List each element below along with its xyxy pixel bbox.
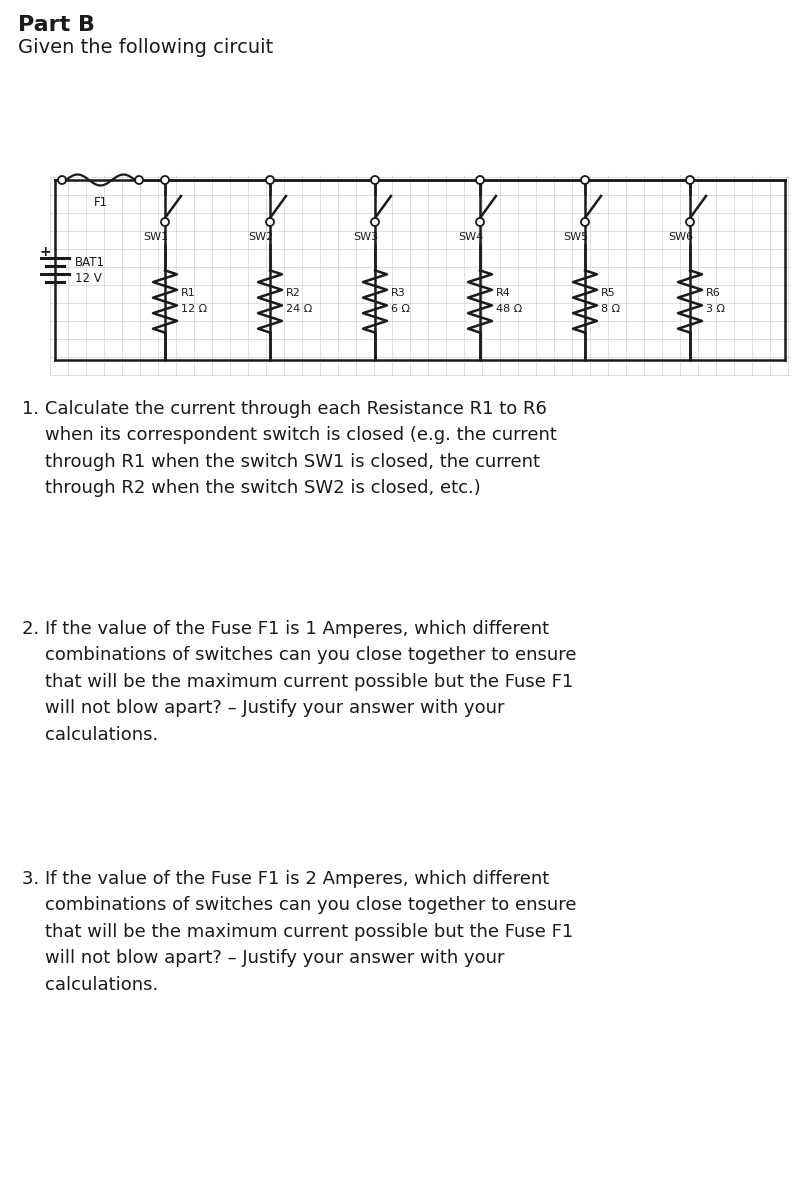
Text: R5: R5 bbox=[601, 288, 616, 299]
Text: 12 Ω: 12 Ω bbox=[181, 305, 207, 314]
Text: 12 V: 12 V bbox=[75, 271, 102, 284]
Text: R6: R6 bbox=[706, 288, 721, 299]
Circle shape bbox=[58, 176, 66, 184]
Circle shape bbox=[686, 218, 694, 226]
Circle shape bbox=[135, 176, 143, 184]
Text: R3: R3 bbox=[391, 288, 406, 299]
Text: F1: F1 bbox=[94, 196, 107, 209]
Text: R2: R2 bbox=[286, 288, 301, 299]
Text: 3 Ω: 3 Ω bbox=[706, 305, 725, 314]
Circle shape bbox=[581, 218, 589, 226]
Text: 1. Calculate the current through each Resistance R1 to R6
    when its correspon: 1. Calculate the current through each Re… bbox=[22, 400, 557, 497]
Text: SW2: SW2 bbox=[248, 232, 274, 242]
Text: +: + bbox=[40, 245, 51, 259]
Circle shape bbox=[266, 176, 274, 184]
Text: 8 Ω: 8 Ω bbox=[601, 305, 620, 314]
Text: Given the following circuit: Given the following circuit bbox=[18, 38, 274, 56]
Circle shape bbox=[371, 176, 379, 184]
Circle shape bbox=[476, 218, 484, 226]
Text: R1: R1 bbox=[181, 288, 196, 299]
Text: 24 Ω: 24 Ω bbox=[286, 305, 312, 314]
Text: 2. If the value of the Fuse F1 is 1 Amperes, which different
    combinations of: 2. If the value of the Fuse F1 is 1 Ampe… bbox=[22, 620, 576, 744]
Text: Part B: Part B bbox=[18, 14, 95, 35]
Text: SW5: SW5 bbox=[563, 232, 588, 242]
Text: R4: R4 bbox=[496, 288, 511, 299]
Circle shape bbox=[161, 218, 169, 226]
Text: SW1: SW1 bbox=[143, 232, 168, 242]
Text: BAT1: BAT1 bbox=[75, 256, 105, 269]
Text: 48 Ω: 48 Ω bbox=[496, 305, 522, 314]
Text: SW4: SW4 bbox=[458, 232, 483, 242]
Circle shape bbox=[476, 176, 484, 184]
Circle shape bbox=[161, 176, 169, 184]
Circle shape bbox=[266, 218, 274, 226]
Text: 3. If the value of the Fuse F1 is 2 Amperes, which different
    combinations of: 3. If the value of the Fuse F1 is 2 Ampe… bbox=[22, 870, 576, 994]
Text: SW3: SW3 bbox=[353, 232, 378, 242]
Text: 6 Ω: 6 Ω bbox=[391, 305, 410, 314]
Circle shape bbox=[581, 176, 589, 184]
Circle shape bbox=[371, 218, 379, 226]
Text: SW6: SW6 bbox=[668, 232, 693, 242]
Circle shape bbox=[686, 176, 694, 184]
